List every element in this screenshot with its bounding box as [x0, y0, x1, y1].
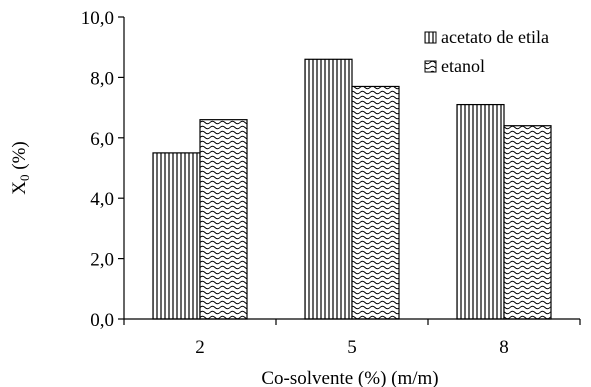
legend: acetato de etila etanol — [424, 27, 549, 76]
bar-etanol-5 — [351, 85, 400, 320]
bar-acetato-5 — [304, 58, 353, 320]
x-tick-label: 5 — [347, 337, 357, 358]
legend-swatch-etanol — [424, 60, 437, 73]
bar-acetato-8 — [456, 103, 505, 320]
y-tick-label: 2,0 — [90, 250, 114, 271]
legend-label-acetato: acetato de etila — [441, 27, 549, 47]
y-tick-label: 10,0 — [81, 8, 114, 29]
x-tick-label: 8 — [499, 337, 509, 358]
x-axis-ticks: 2 5 8 — [123, 319, 581, 358]
legend-swatch-acetato — [424, 31, 437, 44]
bars — [152, 58, 552, 320]
y-axis-title-unit: (%) — [9, 141, 30, 174]
y-tick-label: 6,0 — [90, 129, 114, 150]
y-tick-label: 8,0 — [90, 68, 114, 89]
y-axis-ticks: 0,0 2,0 4,0 6,0 8,0 10,0 — [81, 8, 124, 331]
y-axis-title: X0 (%) — [9, 141, 32, 194]
x-axis-title: Co-solvente (%) (m/m) — [261, 368, 438, 387]
y-axis-title-subscript: 0 — [17, 175, 32, 182]
bar-acetato-2 — [152, 152, 201, 320]
bar-etanol-8 — [503, 125, 552, 320]
legend-label-etanol: etanol — [441, 56, 485, 76]
bar-etanol-2 — [199, 119, 248, 320]
y-tick-label: 4,0 — [90, 189, 114, 210]
y-tick-label: 0,0 — [90, 310, 114, 331]
x-tick-label: 2 — [195, 337, 205, 358]
y-axis-title-main: X — [9, 181, 30, 195]
